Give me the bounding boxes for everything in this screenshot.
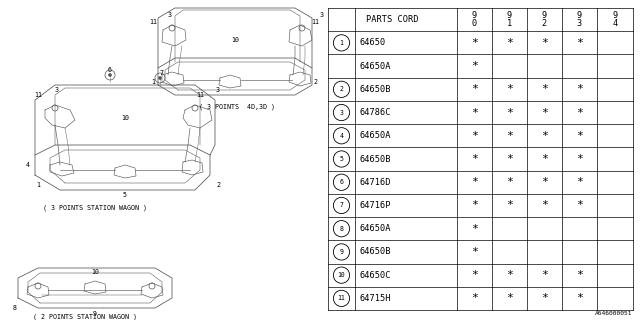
Text: 9
2: 9 2 — [542, 11, 547, 28]
Text: 64715H: 64715H — [359, 294, 390, 303]
Text: 9
4: 9 4 — [612, 11, 618, 28]
Text: 3: 3 — [55, 87, 59, 93]
Text: *: * — [541, 131, 548, 141]
Text: 4: 4 — [340, 133, 344, 139]
Text: 2: 2 — [313, 79, 317, 85]
Text: 64650A: 64650A — [359, 131, 390, 140]
Text: *: * — [471, 293, 478, 303]
Text: 64786C: 64786C — [359, 108, 390, 117]
Text: *: * — [541, 200, 548, 211]
Text: 7: 7 — [340, 203, 344, 208]
Text: ( 2 POINTS STATION WAGON ): ( 2 POINTS STATION WAGON ) — [33, 314, 137, 320]
Text: *: * — [541, 38, 548, 48]
Text: *: * — [506, 177, 513, 187]
Text: *: * — [576, 108, 583, 117]
Text: 8: 8 — [340, 226, 344, 232]
Text: ( 3 POINTS  4D,3D ): ( 3 POINTS 4D,3D ) — [199, 104, 275, 110]
Text: *: * — [506, 84, 513, 94]
Text: 3: 3 — [216, 87, 220, 93]
Text: 64650A: 64650A — [359, 224, 390, 233]
Text: *: * — [506, 270, 513, 280]
Text: 8: 8 — [13, 305, 17, 311]
Text: 11: 11 — [34, 92, 42, 98]
Text: *: * — [541, 293, 548, 303]
Text: *: * — [541, 84, 548, 94]
Text: *: * — [576, 177, 583, 187]
Circle shape — [159, 76, 161, 79]
Text: ( 3 POINTS STATION WAGON ): ( 3 POINTS STATION WAGON ) — [43, 205, 147, 211]
Text: 9: 9 — [340, 249, 344, 255]
Text: *: * — [506, 131, 513, 141]
Text: 64650A: 64650A — [359, 61, 390, 71]
Text: 10: 10 — [91, 269, 99, 275]
Text: 11: 11 — [196, 92, 204, 98]
Text: 64716P: 64716P — [359, 201, 390, 210]
Text: 3: 3 — [320, 12, 324, 18]
Text: 9: 9 — [93, 311, 97, 317]
Text: 64650B: 64650B — [359, 85, 390, 94]
Text: 9
1: 9 1 — [507, 11, 512, 28]
Text: 6: 6 — [108, 67, 112, 73]
Text: *: * — [576, 270, 583, 280]
Text: *: * — [576, 38, 583, 48]
Text: 1: 1 — [151, 79, 155, 85]
Text: *: * — [471, 131, 478, 141]
Circle shape — [109, 74, 111, 76]
Text: 64716D: 64716D — [359, 178, 390, 187]
Text: *: * — [576, 293, 583, 303]
Text: *: * — [471, 270, 478, 280]
Text: 10: 10 — [231, 37, 239, 43]
Text: *: * — [506, 38, 513, 48]
Text: *: * — [471, 61, 478, 71]
Text: *: * — [576, 154, 583, 164]
Text: *: * — [506, 293, 513, 303]
Text: 5: 5 — [123, 192, 127, 198]
Text: *: * — [471, 84, 478, 94]
Text: *: * — [541, 154, 548, 164]
Text: 3: 3 — [168, 12, 172, 18]
Text: 2: 2 — [340, 86, 344, 92]
Text: *: * — [471, 154, 478, 164]
Text: 64650B: 64650B — [359, 247, 390, 256]
Text: 64650B: 64650B — [359, 155, 390, 164]
Text: *: * — [471, 224, 478, 234]
Text: 4: 4 — [26, 162, 30, 168]
Text: 6: 6 — [340, 179, 344, 185]
Text: 9
3: 9 3 — [577, 11, 582, 28]
Text: *: * — [471, 177, 478, 187]
Text: *: * — [471, 200, 478, 211]
Text: 11: 11 — [311, 19, 319, 25]
Text: *: * — [541, 177, 548, 187]
Text: 9
0: 9 0 — [472, 11, 477, 28]
Text: *: * — [471, 247, 478, 257]
Text: 10: 10 — [338, 272, 346, 278]
Text: *: * — [506, 108, 513, 117]
Text: *: * — [541, 270, 548, 280]
Text: 1: 1 — [340, 40, 344, 46]
Text: PARTS CORD: PARTS CORD — [366, 15, 419, 24]
Text: *: * — [541, 108, 548, 117]
Text: 1: 1 — [36, 182, 40, 188]
Text: *: * — [506, 200, 513, 211]
Text: *: * — [471, 108, 478, 117]
Text: 64650: 64650 — [359, 38, 385, 47]
Text: 11: 11 — [149, 19, 157, 25]
Text: *: * — [506, 154, 513, 164]
Text: 2: 2 — [216, 182, 220, 188]
Text: 5: 5 — [340, 156, 344, 162]
Text: 64650C: 64650C — [359, 271, 390, 280]
Text: *: * — [471, 38, 478, 48]
Text: 11: 11 — [338, 295, 346, 301]
Text: A646000051: A646000051 — [595, 311, 632, 316]
Text: *: * — [576, 84, 583, 94]
Text: *: * — [576, 200, 583, 211]
Text: 10: 10 — [121, 115, 129, 121]
Text: 3: 3 — [340, 109, 344, 116]
Text: 7: 7 — [160, 70, 164, 76]
Text: *: * — [576, 131, 583, 141]
